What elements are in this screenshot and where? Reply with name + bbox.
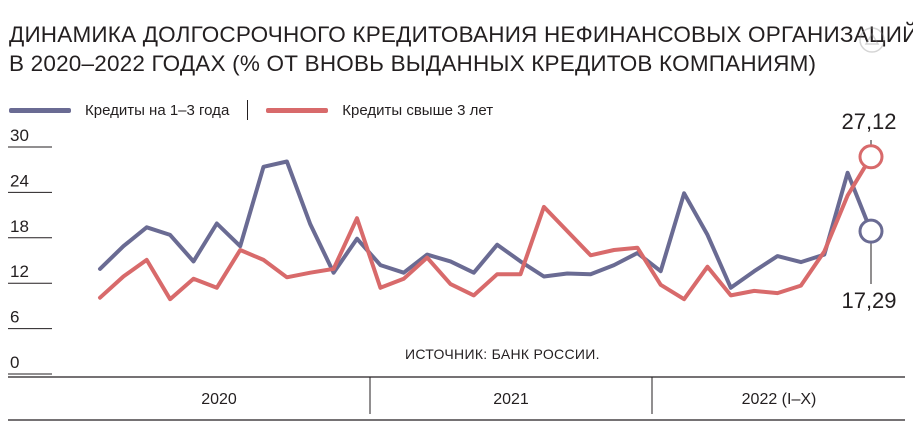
callout-label-long-term: 27,12 [841, 109, 896, 134]
x-group-label: 2020 [201, 391, 237, 408]
endpoint-marker-long-term [858, 144, 884, 170]
series-line-short-term [98, 159, 873, 290]
y-tick-label: 30 [10, 126, 29, 145]
legend-swatch-short-term [9, 107, 71, 113]
chart-legend: Кредиты на 1–3 года Кредиты свыше 3 лет [9, 98, 493, 122]
chart-axes: 30 24 18 12 6 0 2020 2021 2022 (I–X) [8, 126, 905, 421]
legend-label-short-term: Кредиты на 1–3 года [85, 101, 230, 119]
x-group-label: 2022 (I–X) [742, 391, 817, 408]
series-line-long-term [98, 154, 873, 302]
callout-label-short-term: 17,29 [841, 288, 896, 313]
y-tick-label: 12 [10, 262, 29, 281]
chart-title-line-1: ДИНАМИКА ДОЛГОСРОЧНОГО КРЕДИТОВАНИЯ НЕФИ… [9, 22, 913, 47]
y-tick-label: 18 [10, 217, 29, 236]
chart-annotations: 27,12 17,29 [841, 109, 896, 313]
x-group-label: 2021 [493, 391, 529, 408]
chart-series [98, 154, 873, 302]
legend-separator [247, 100, 249, 120]
endpoint-marker-short-term [858, 218, 884, 244]
source-note: ИСТОЧНИК: БАНК РОССИИ. [405, 346, 600, 362]
legend-swatch-long-term [266, 107, 329, 113]
y-tick-label: 0 [10, 353, 19, 372]
y-tick-label: 6 [10, 308, 19, 327]
y-tick-label: 24 [10, 171, 29, 190]
watermark-icon [859, 27, 885, 53]
chart-title-line-2: В 2020–2022 ГОДАХ (% ОТ ВНОВЬ ВЫДАННЫХ К… [9, 51, 817, 76]
legend-label-long-term: Кредиты свыше 3 лет [342, 101, 494, 119]
chart-title: ДИНАМИКА ДОЛГОСРОЧНОГО КРЕДИТОВАНИЯ НЕФИ… [9, 20, 913, 78]
